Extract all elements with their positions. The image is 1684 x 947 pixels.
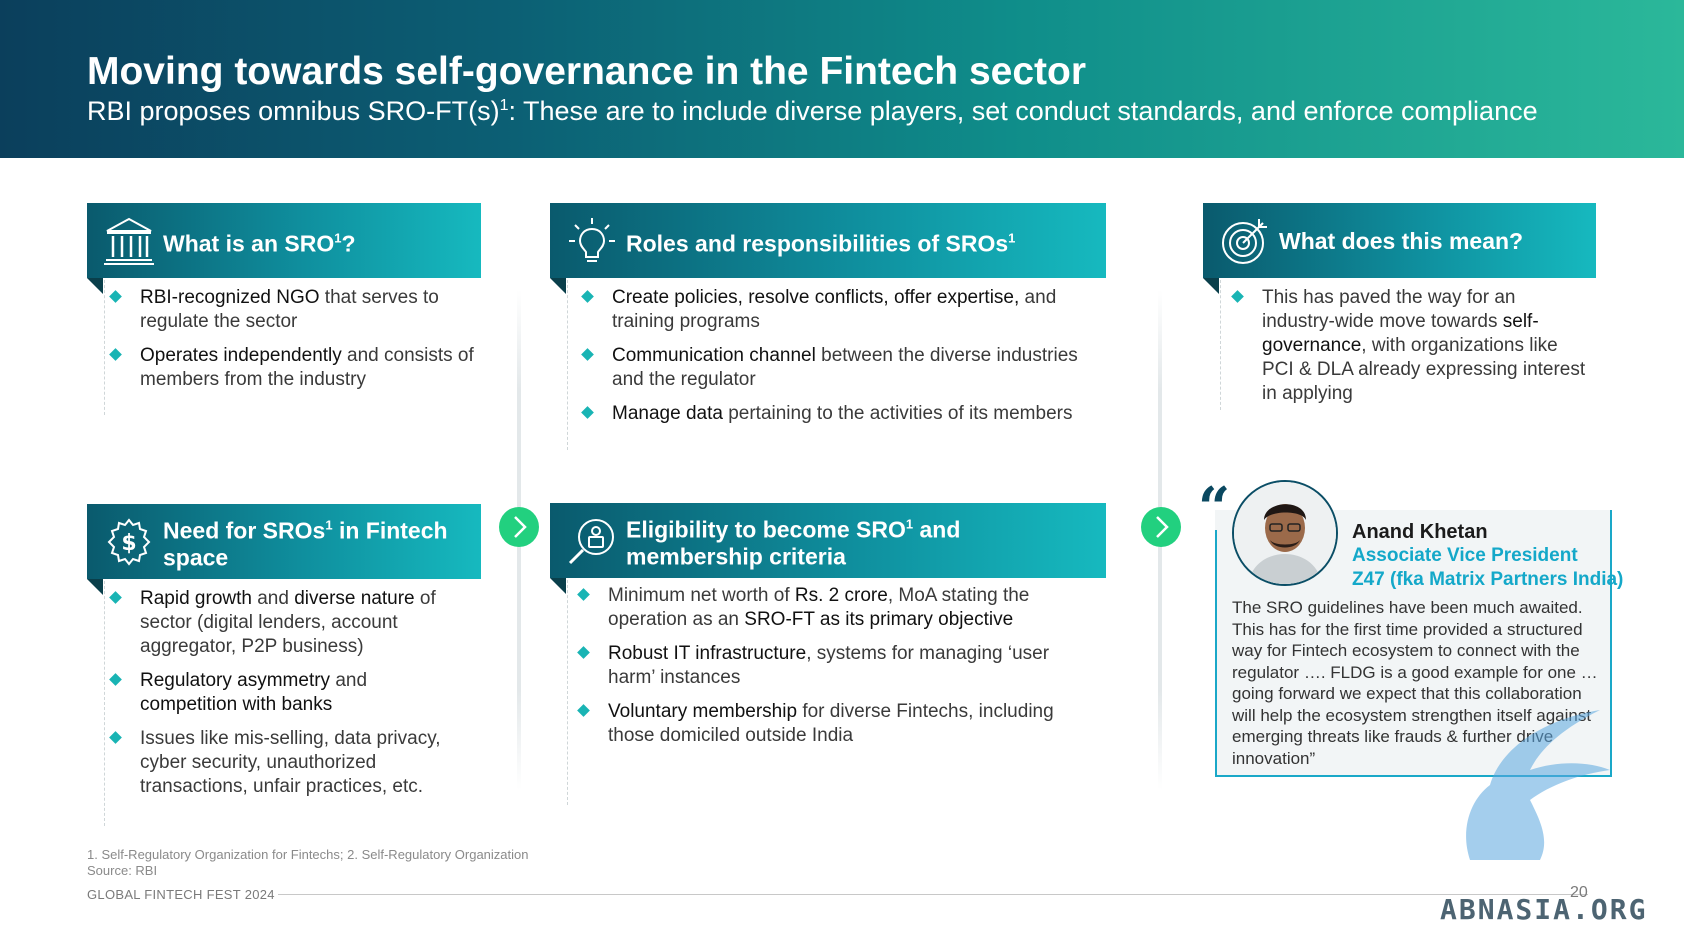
bullet-diamond-icon [577, 588, 590, 601]
card-fold [87, 579, 103, 595]
bullet-diamond-icon [1231, 290, 1244, 303]
card-eligibility-header: Eligibility to become SRO1 and membershi… [550, 503, 1106, 578]
quote-author-org: Z47 (fka Matrix Partners India) [1352, 569, 1624, 590]
bullet-diamond-icon [109, 348, 122, 361]
subtitle-part-a: RBI proposes omnibus SRO-FT(s) [87, 96, 500, 126]
card-roles-list: Create policies, resolve conflicts, offe… [580, 286, 1105, 436]
watermark-text: ABNASIA.ORG [1440, 893, 1648, 926]
bullet-diamond-icon [109, 591, 122, 604]
card-what-is-sro-header: What is an SRO1? [87, 203, 481, 278]
list-item: Create policies, resolve conflicts, offe… [580, 286, 1105, 334]
avatar [1232, 480, 1338, 586]
card-fold [1203, 278, 1219, 294]
header-banner [0, 0, 1684, 158]
quote-author-name: Anand Khetan [1352, 521, 1488, 543]
quote-mark-icon: “ [1198, 475, 1231, 541]
card-meaning-list: This has paved the way for an industry-w… [1230, 286, 1590, 416]
card-divider [1220, 280, 1221, 410]
list-item: Issues like mis-selling, data privacy, c… [108, 727, 458, 799]
page-title: Moving towards self-governance in the Fi… [87, 50, 1087, 93]
subtitle-sup: 1 [499, 97, 509, 114]
next-arrow-button[interactable] [499, 507, 539, 547]
badge-search-icon [568, 519, 614, 565]
page-number: 20 [1570, 884, 1588, 901]
bullet-diamond-icon [109, 673, 122, 686]
list-item: Manage data pertaining to the activities… [580, 402, 1105, 426]
list-item: Operates independently and consists of m… [108, 344, 480, 392]
bullet-diamond-icon [109, 731, 122, 744]
next-arrow-button[interactable] [1141, 507, 1181, 547]
list-item: Voluntary membership for diverse Fintech… [576, 700, 1091, 748]
list-item: RBI-recognized NGO that serves to regula… [108, 286, 480, 334]
quote-card-border [1215, 530, 1217, 777]
card-need-list: Rapid growth and diverse nature of secto… [108, 587, 458, 809]
target-icon [1222, 219, 1267, 264]
lightbulb-icon [569, 218, 615, 262]
footnote: 1. Self-Regulatory Organization for Fint… [87, 847, 529, 862]
dollar-gear-icon: $ [107, 518, 151, 566]
bullet-diamond-icon [581, 348, 594, 361]
source-note: Source: RBI [87, 863, 158, 878]
quote-text: The SRO guidelines have been much awaite… [1232, 598, 1598, 768]
bullet-diamond-icon [581, 290, 594, 303]
bank-icon [104, 217, 154, 265]
bullet-diamond-icon [109, 290, 122, 303]
card-roles-header: Roles and responsibilities of SROs1 [550, 203, 1106, 278]
list-item: This has paved the way for an industry-w… [1230, 286, 1590, 406]
card-need-header: $ Need for SROs1 in Fintech space [87, 504, 481, 579]
list-item: Minimum net worth of Rs. 2 crore, MoA st… [576, 584, 1091, 632]
chevron-right-icon [514, 516, 527, 538]
card-fold [550, 278, 566, 294]
card-divider [567, 280, 568, 450]
card-title: Eligibility to become SRO1 and membershi… [626, 515, 961, 570]
card-title: What does this mean? [1279, 227, 1524, 254]
card-fold [550, 578, 566, 594]
page-subtitle: RBI proposes omnibus SRO-FT(s)1: These a… [87, 96, 1538, 127]
watermark-logo-icon [1466, 710, 1610, 860]
bullet-diamond-icon [581, 406, 594, 419]
card-divider [567, 580, 568, 805]
list-item: Robust IT infrastructure, systems for ma… [576, 642, 1091, 690]
list-item: Regulatory asymmetry and competition wit… [108, 669, 458, 717]
card-what-is-sro-list: RBI-recognized NGO that serves to regula… [108, 286, 480, 402]
card-title: Need for SROs1 in Fintech space [163, 516, 448, 571]
card-meaning-header: What does this mean? [1203, 203, 1596, 278]
person-photo [1234, 482, 1336, 584]
quote-author-role: Associate Vice President [1352, 545, 1578, 566]
list-item: Rapid growth and diverse nature of secto… [108, 587, 458, 659]
card-divider [104, 581, 105, 826]
bullet-diamond-icon [577, 704, 590, 717]
card-divider [104, 280, 105, 415]
event-name: GLOBAL FINTECH FEST 2024 [87, 887, 275, 902]
bullet-diamond-icon [577, 646, 590, 659]
card-eligibility-list: Minimum net worth of Rs. 2 crore, MoA st… [576, 584, 1091, 758]
card-fold [87, 278, 103, 294]
subtitle-part-b: : These are to include diverse players, … [508, 96, 1538, 126]
card-title: Roles and responsibilities of SROs1 [626, 229, 1016, 256]
svg-text:$: $ [121, 531, 136, 556]
card-title: What is an SRO1? [163, 229, 356, 256]
footer-divider [278, 894, 1588, 895]
list-item: Communication channel between the divers… [580, 344, 1105, 392]
chevron-right-icon [1156, 516, 1169, 538]
